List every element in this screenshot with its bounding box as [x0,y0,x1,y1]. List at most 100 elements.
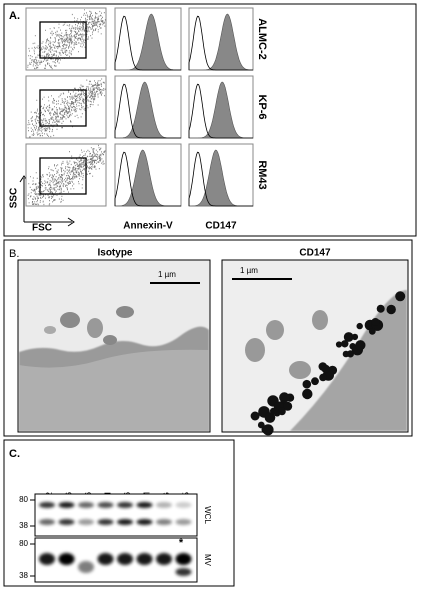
gold-particle [376,304,385,313]
gold-particle [335,341,343,348]
mw-marker: 80 [19,495,28,504]
band [78,519,94,525]
band [175,553,192,565]
western-blots: ALMC-2ANBL-6DP-6DT6IKP-6LYMMMCGOCI-MY580… [19,491,212,583]
gold-particle [302,379,312,389]
band [58,553,75,565]
gold-particle [321,364,330,374]
blot-frame [34,493,198,537]
panel-c-frame [3,439,235,587]
micrograph-cd147: 1 µm [221,259,409,436]
panel-label: B. [9,248,19,260]
micrograph-isotype: 1 µm [17,259,211,433]
band [175,502,192,508]
image-title: Isotype [97,248,132,259]
blot-label: MV [203,554,212,567]
x-axis-label: FSC [32,223,52,234]
gold-particle [278,407,286,416]
isotype-peak [188,15,253,71]
band [136,553,153,565]
gate [39,157,87,195]
panel-label: A. [9,10,20,22]
band [78,561,94,573]
vesicle [312,310,328,330]
isotype-peak [114,151,181,207]
band [175,519,192,525]
gold-particle [355,340,366,351]
gate [39,21,87,59]
gold-particle [368,328,376,335]
gold-particle [346,350,354,358]
vesicle [289,361,311,379]
scatter-events [27,9,106,70]
stained-peak [115,13,181,71]
gold-particle [283,401,293,411]
vesicle [116,306,134,318]
panel-a-frame [3,3,417,237]
vesicle [87,318,103,338]
row-label: ALMC-2 [256,18,268,60]
gold-particle [343,332,354,342]
band [97,519,114,525]
isotype-peak [114,83,181,139]
band [58,519,75,525]
band [156,519,172,525]
isotype-peak [188,151,253,207]
scale-label: 1 µm [240,266,258,275]
image-title: CD147 [299,248,331,259]
gold-particle [319,373,327,382]
gold-particle [386,304,396,315]
panel-label: C. [9,448,20,460]
band [117,519,133,525]
vesicle [245,338,265,362]
band [156,502,172,508]
band [97,553,114,565]
gold-particle [311,377,319,386]
band [117,502,133,508]
band [78,502,94,508]
gold-particle [262,424,274,436]
asterisk: * [179,537,184,549]
mw-marker: 38 [19,521,28,530]
isotype-peak [114,15,181,71]
gold-particle [264,412,276,423]
gate [39,89,87,127]
gold-particle [279,392,290,403]
row-label: RM43 [256,160,268,189]
gold-particle [356,322,363,330]
immunogold-particles [245,291,406,436]
band [156,553,172,565]
panel-b-frame [3,239,413,437]
gold-particle [341,340,349,348]
band [58,502,75,508]
vesicle [60,312,80,328]
column-label: Annexin-V [123,221,173,232]
column-label: CD147 [205,221,237,232]
row-label: KP-6 [256,94,268,119]
band [39,519,55,525]
band [136,502,153,508]
axis-arrows [19,175,75,227]
band [39,502,55,508]
vesicle [266,320,284,340]
gold-particle [395,291,406,302]
blot-label: WCL [203,506,212,524]
gold-particle [302,388,313,400]
mw-marker: 38 [19,571,28,580]
band [117,553,133,565]
gold-particle [250,411,260,421]
vesicle [44,326,56,334]
band [39,553,55,565]
gold-particle [371,318,380,326]
band [175,568,192,576]
mw-marker: 80 [19,539,28,548]
isotype-peak [188,83,253,139]
band [97,502,114,508]
flow-plots: ALMC-2 KP-6 RM43 [25,7,268,207]
scale-label: 1 µm [158,270,176,279]
stained-peak [189,13,253,71]
y-axis-label: SSC [9,188,20,209]
